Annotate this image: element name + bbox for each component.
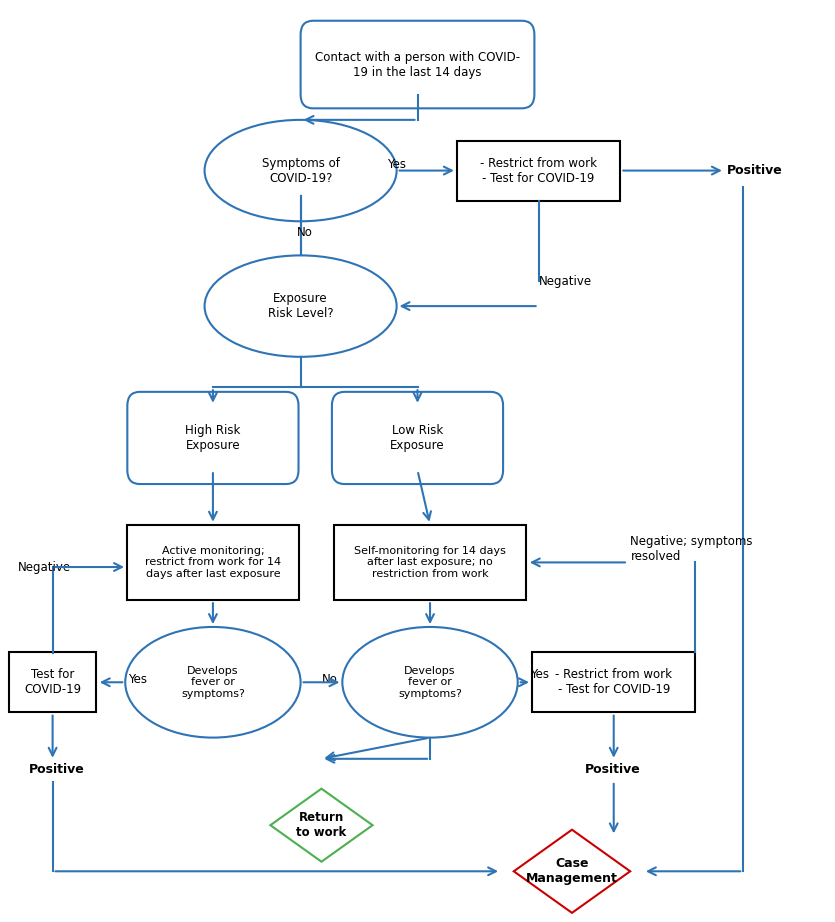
Text: Develops
fever or
symptoms?: Develops fever or symptoms? bbox=[181, 666, 245, 699]
FancyBboxPatch shape bbox=[458, 141, 620, 201]
Text: Contact with a person with COVID-
19 in the last 14 days: Contact with a person with COVID- 19 in … bbox=[315, 51, 520, 78]
Ellipse shape bbox=[342, 627, 518, 738]
Text: - Restrict from work
- Test for COVID-19: - Restrict from work - Test for COVID-19 bbox=[555, 668, 672, 696]
Text: - Restrict from work
- Test for COVID-19: - Restrict from work - Test for COVID-19 bbox=[480, 157, 597, 184]
Ellipse shape bbox=[205, 255, 397, 357]
FancyBboxPatch shape bbox=[301, 21, 534, 108]
Text: Yes: Yes bbox=[530, 668, 549, 681]
Text: Active monitoring;
restrict from work for 14
days after last exposure: Active monitoring; restrict from work fo… bbox=[144, 546, 281, 579]
Text: No: No bbox=[296, 226, 312, 239]
Text: Positive: Positive bbox=[584, 763, 640, 776]
Text: Self-monitoring for 14 days
after last exposure; no
restriction from work: Self-monitoring for 14 days after last e… bbox=[354, 546, 506, 579]
FancyBboxPatch shape bbox=[128, 392, 299, 484]
FancyBboxPatch shape bbox=[334, 525, 526, 600]
Ellipse shape bbox=[125, 627, 301, 738]
Text: Low Risk
Exposure: Low Risk Exposure bbox=[390, 424, 445, 452]
Text: Yes: Yes bbox=[387, 158, 406, 171]
Text: Case
Management: Case Management bbox=[526, 857, 618, 885]
Text: Symptoms of
COVID-19?: Symptoms of COVID-19? bbox=[261, 157, 340, 184]
Text: Negative: Negative bbox=[539, 275, 592, 288]
FancyBboxPatch shape bbox=[533, 653, 695, 712]
Polygon shape bbox=[514, 830, 630, 913]
Text: Exposure
Risk Level?: Exposure Risk Level? bbox=[268, 292, 333, 320]
Polygon shape bbox=[271, 788, 372, 862]
Text: Positive: Positive bbox=[29, 763, 85, 776]
Text: Positive: Positive bbox=[726, 164, 782, 177]
FancyBboxPatch shape bbox=[331, 392, 503, 484]
FancyBboxPatch shape bbox=[128, 525, 299, 600]
Text: No: No bbox=[321, 673, 338, 686]
Text: Test for
COVID-19: Test for COVID-19 bbox=[24, 668, 81, 696]
Ellipse shape bbox=[205, 120, 397, 221]
Text: Return
to work: Return to work bbox=[296, 811, 347, 839]
Text: Yes: Yes bbox=[129, 673, 147, 686]
Text: High Risk
Exposure: High Risk Exposure bbox=[185, 424, 240, 452]
Text: Develops
fever or
symptoms?: Develops fever or symptoms? bbox=[398, 666, 462, 699]
FancyBboxPatch shape bbox=[9, 653, 96, 712]
Text: Negative: Negative bbox=[18, 561, 72, 573]
Text: Negative; symptoms
resolved: Negative; symptoms resolved bbox=[630, 535, 753, 562]
